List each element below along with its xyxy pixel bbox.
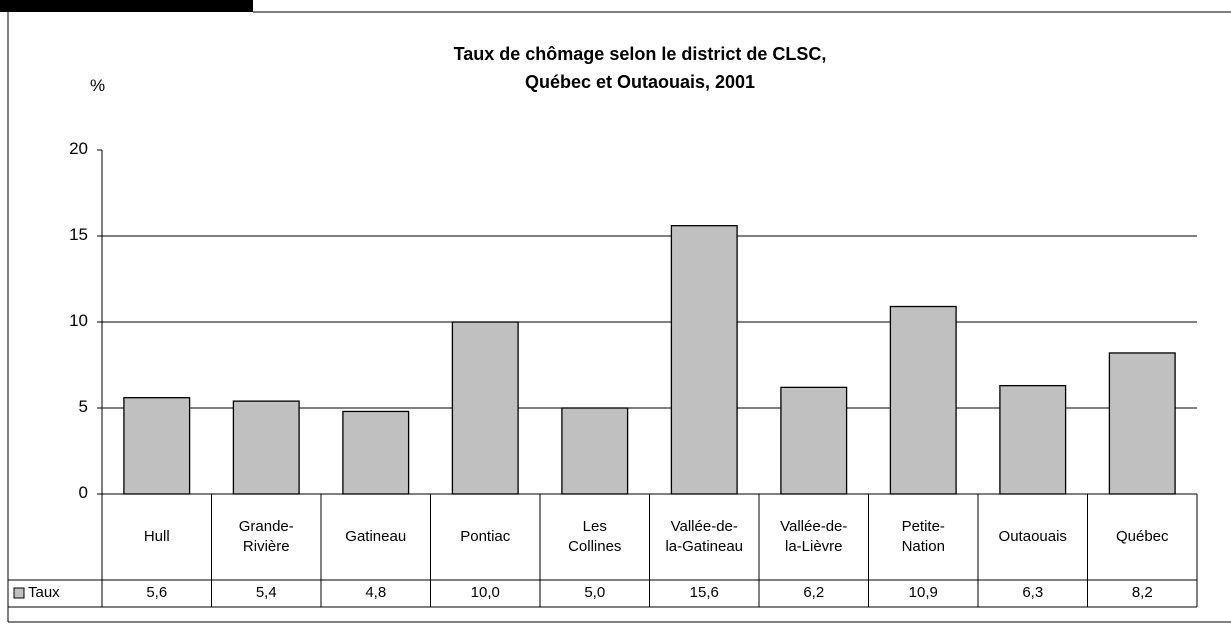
bar xyxy=(999,384,1067,495)
value-label: 15,6 xyxy=(689,584,719,601)
y-tick-label: 20 xyxy=(69,139,88,158)
value-label: 10,0 xyxy=(470,584,500,601)
header-bar xyxy=(0,0,253,12)
x-tick-label: Vallée-de- la-Gatineau xyxy=(665,518,744,555)
x-tick-label: Grande- Rivière xyxy=(238,518,294,555)
bar xyxy=(342,410,410,495)
bar xyxy=(670,225,738,495)
bar xyxy=(123,397,191,495)
x-tick-label: Pontiac xyxy=(460,528,511,545)
bar xyxy=(561,407,629,495)
bar xyxy=(889,305,957,495)
value-label: 10,9 xyxy=(908,584,938,601)
y-tick-label: 5 xyxy=(78,397,88,416)
x-tick-label: Vallée-de- la-Lièvre xyxy=(780,518,848,555)
legend-key xyxy=(13,587,25,599)
x-tick-label: Gatineau xyxy=(345,528,407,545)
x-tick-label: Petite- Nation xyxy=(901,518,945,555)
y-axis-label: % xyxy=(90,76,106,95)
bar xyxy=(1108,352,1176,495)
y-tick-label: 10 xyxy=(69,311,88,330)
value-label: 8,2 xyxy=(1131,584,1153,601)
x-tick-label: Les Collines xyxy=(568,518,622,555)
value-label: 6,2 xyxy=(803,584,825,601)
bar xyxy=(232,400,300,495)
value-label: 6,3 xyxy=(1022,584,1044,601)
y-tick-label: 15 xyxy=(69,225,88,244)
bar xyxy=(451,321,519,495)
chart-title: Taux de chômage selon le district de CLS… xyxy=(453,44,827,92)
value-label: 5,4 xyxy=(255,584,277,601)
value-label: 5,6 xyxy=(146,584,168,601)
bar xyxy=(780,386,848,495)
legend-label: Taux xyxy=(28,584,60,601)
x-tick-label: Québec xyxy=(1115,528,1169,545)
x-tick-label: Hull xyxy=(143,528,170,545)
x-tick-label: Outaouais xyxy=(998,528,1067,545)
value-label: 5,0 xyxy=(584,584,606,601)
y-tick-label: 0 xyxy=(78,483,88,502)
value-label: 4,8 xyxy=(365,584,387,601)
